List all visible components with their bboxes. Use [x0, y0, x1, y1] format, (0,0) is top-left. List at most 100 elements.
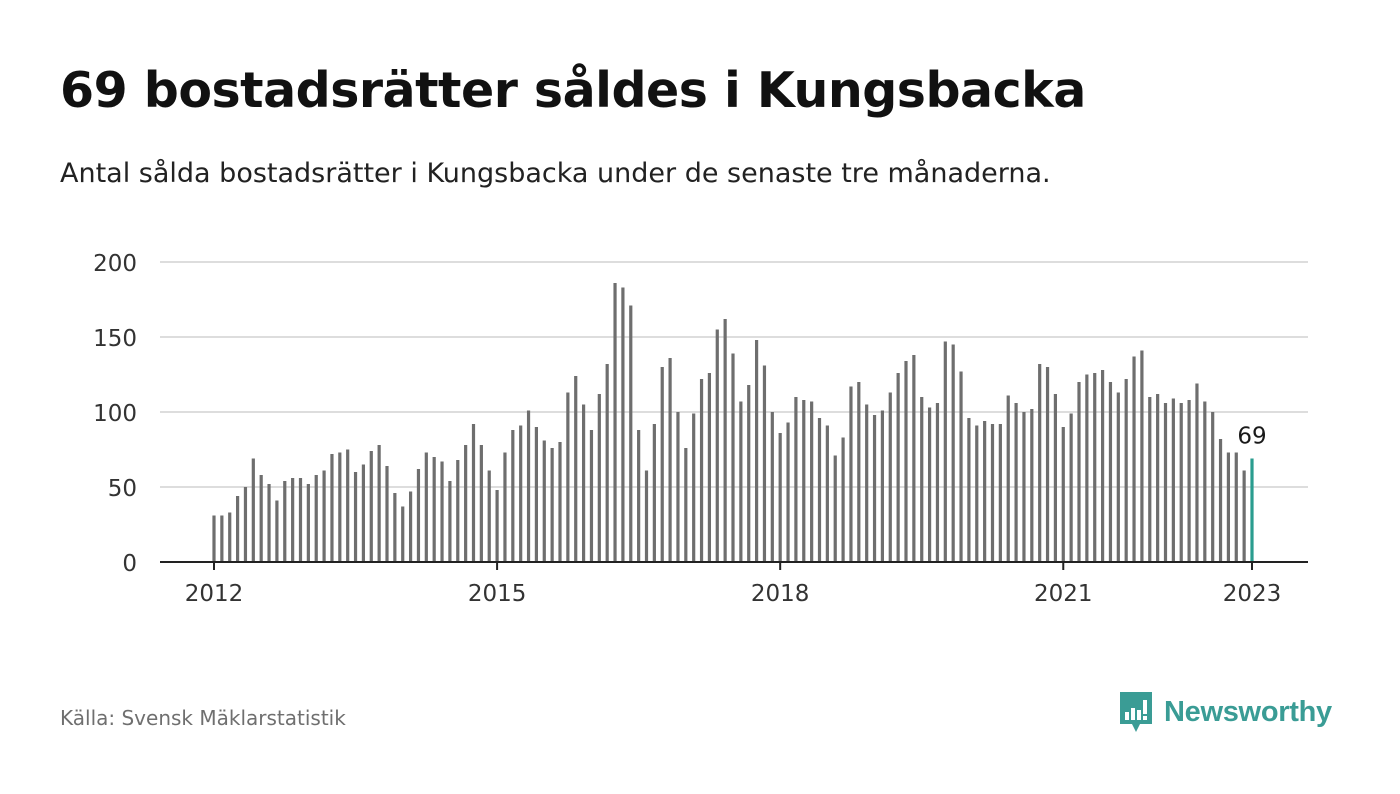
- bar: [408, 491, 413, 562]
- bar: [817, 418, 822, 562]
- y-tick-label: 50: [108, 476, 137, 502]
- bar: [1156, 394, 1160, 562]
- bar: [692, 413, 696, 562]
- bar: [684, 448, 688, 562]
- bar: [880, 410, 885, 562]
- bar: [943, 341, 947, 562]
- last-value-label: 69: [1237, 424, 1266, 450]
- bar: [786, 422, 790, 562]
- bar: [1171, 398, 1175, 562]
- bar: [479, 445, 483, 562]
- bar: [644, 470, 649, 562]
- bar: [1085, 374, 1089, 562]
- bar: [613, 283, 617, 562]
- bar: [825, 425, 829, 562]
- bar: [448, 481, 452, 562]
- x-tick-label: 2021: [1034, 581, 1093, 607]
- bar: [581, 404, 586, 562]
- bar: [542, 440, 546, 562]
- bar: [401, 506, 405, 562]
- bar: [983, 421, 987, 562]
- bar: [1226, 452, 1231, 562]
- bar: [511, 430, 515, 562]
- bar: [676, 412, 680, 562]
- bar: [228, 512, 232, 562]
- bar: [243, 487, 248, 562]
- logo-bar-1: [1125, 712, 1129, 720]
- bar: [456, 460, 460, 562]
- bar: [306, 484, 310, 562]
- bar: [377, 445, 381, 562]
- data-labels: 69: [1237, 424, 1266, 450]
- bar: [1108, 382, 1113, 562]
- bar: [550, 448, 554, 562]
- bar: [927, 407, 932, 562]
- bar: [1124, 379, 1128, 562]
- bar: [912, 355, 916, 562]
- bar: [1030, 409, 1034, 562]
- bar: [1093, 373, 1097, 562]
- bar: [471, 424, 476, 562]
- x-tick-label: 2015: [468, 581, 527, 607]
- bar: [259, 475, 263, 562]
- chart-subtitle: Antal sålda bostadsrätter i Kungsbacka u…: [60, 158, 1051, 189]
- bar: [369, 451, 373, 562]
- bar: [1053, 394, 1058, 562]
- bar: [723, 319, 727, 562]
- bar: [1116, 392, 1120, 562]
- bar: [857, 382, 861, 562]
- bars: [212, 283, 1254, 562]
- bar: [1014, 403, 1018, 562]
- bar: [597, 394, 601, 562]
- bar: [605, 364, 609, 562]
- bar: [526, 410, 531, 562]
- bar: [487, 470, 491, 562]
- bar: [574, 376, 578, 562]
- bar: [975, 425, 979, 562]
- y-tick-label: 0: [122, 551, 137, 577]
- newsworthy-logo-icon: [1120, 692, 1152, 732]
- bar: [959, 371, 963, 562]
- bar: [1069, 413, 1073, 562]
- bar: [967, 418, 971, 562]
- bar: [1077, 382, 1081, 562]
- bar: [283, 481, 287, 562]
- bar: [338, 452, 342, 562]
- bar: [314, 475, 318, 562]
- bar: [495, 490, 499, 562]
- bar: [652, 424, 656, 562]
- bar: [589, 430, 594, 562]
- bar: [637, 430, 641, 562]
- bar: [566, 392, 570, 562]
- bar: [920, 397, 924, 562]
- brand-name: Newsworthy: [1164, 695, 1332, 728]
- bar: [346, 449, 350, 562]
- bar: [747, 385, 751, 562]
- bar: [865, 404, 869, 562]
- bar: [896, 373, 900, 562]
- bar: [762, 365, 767, 562]
- bar: [660, 367, 664, 562]
- bar: [385, 466, 389, 562]
- bar: [440, 461, 444, 562]
- logo-bar-4: [1143, 700, 1147, 714]
- bar: [888, 392, 892, 562]
- bar: [464, 445, 468, 562]
- bar: [212, 515, 216, 562]
- bar: [951, 344, 955, 562]
- bar: [833, 455, 837, 562]
- bar: [1045, 367, 1050, 562]
- bar: [754, 340, 759, 562]
- logo-bar-3: [1137, 710, 1141, 720]
- bar: [267, 484, 271, 562]
- brand-logo: Newsworthy: [1118, 690, 1332, 734]
- bar: [841, 437, 845, 562]
- y-axis-tick-labels: 0 50 100 150 200: [93, 251, 137, 577]
- bar: [1061, 427, 1065, 562]
- bar: [802, 400, 806, 562]
- bar: [1038, 364, 1042, 562]
- bar: [904, 361, 908, 562]
- bar: [668, 358, 672, 562]
- bar: [778, 433, 782, 562]
- bar: [220, 515, 224, 562]
